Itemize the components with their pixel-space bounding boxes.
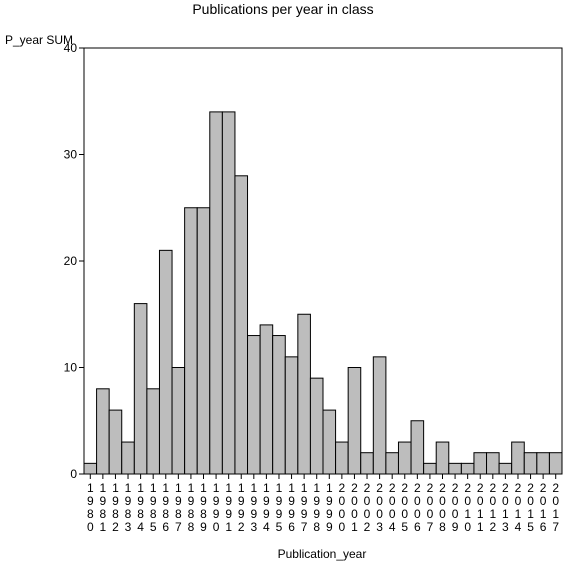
y-tick-label: 0 — [70, 467, 77, 481]
y-tick-label: 20 — [64, 254, 78, 268]
bar-1988 — [184, 207, 198, 475]
bar-1994 — [259, 324, 274, 475]
bar-1995 — [272, 335, 286, 475]
bar-2011 — [473, 452, 488, 475]
x-axis: 1 9 8 0 1 9 8 1 1 9 8 2 1 9 8 3 1 9 8 4 1 9 8 5 1 9 8 6 1 9 8 7 1 9 8 8 1 9 8 9… — [87, 474, 559, 534]
bar-2004 — [385, 452, 399, 475]
bar-1987 — [171, 367, 186, 475]
y-axis: 0 10 20 30 40 — [64, 41, 84, 481]
y-tick-label: 40 — [64, 41, 78, 55]
bar-2001 — [347, 367, 362, 475]
bar-1991 — [221, 111, 236, 475]
bar-1983 — [121, 441, 135, 475]
bar-1986 — [158, 249, 173, 475]
bar-2010 — [460, 462, 475, 475]
bar-2007 — [423, 462, 437, 475]
bar-2003 — [372, 356, 387, 475]
bar-2006 — [410, 420, 425, 475]
x-axis-label: Publication_year — [278, 547, 367, 561]
bar-2008 — [435, 441, 450, 475]
bar-1985 — [146, 388, 160, 475]
bar-2009 — [448, 462, 462, 475]
bar-1992 — [234, 175, 249, 475]
chart-title: Publications per year in class — [192, 1, 373, 17]
bar-2015 — [523, 452, 538, 475]
bar-2014 — [511, 441, 525, 475]
bar-1999 — [322, 409, 337, 475]
bar-1984 — [133, 303, 148, 475]
bar-1989 — [196, 207, 211, 475]
bar-2000 — [335, 441, 349, 475]
bar-1990 — [209, 111, 223, 475]
bar-1981 — [96, 388, 110, 475]
bar-2012 — [486, 452, 500, 475]
bar-2005 — [397, 441, 412, 475]
y-axis-label: P_year SUM — [5, 33, 73, 47]
bar-1997 — [297, 313, 311, 475]
bar-1980 — [83, 462, 98, 475]
bar-1982 — [108, 409, 123, 475]
bars-group — [83, 111, 563, 475]
y-tick-label: 10 — [64, 361, 78, 375]
bar-1998 — [309, 377, 324, 475]
bar-1993 — [247, 335, 261, 475]
y-tick-label: 30 — [64, 148, 78, 162]
bar-2016 — [536, 452, 550, 475]
bar-2013 — [498, 462, 513, 475]
bar-1996 — [284, 356, 299, 475]
bar-2017 — [548, 452, 563, 475]
bar-2002 — [360, 452, 374, 475]
